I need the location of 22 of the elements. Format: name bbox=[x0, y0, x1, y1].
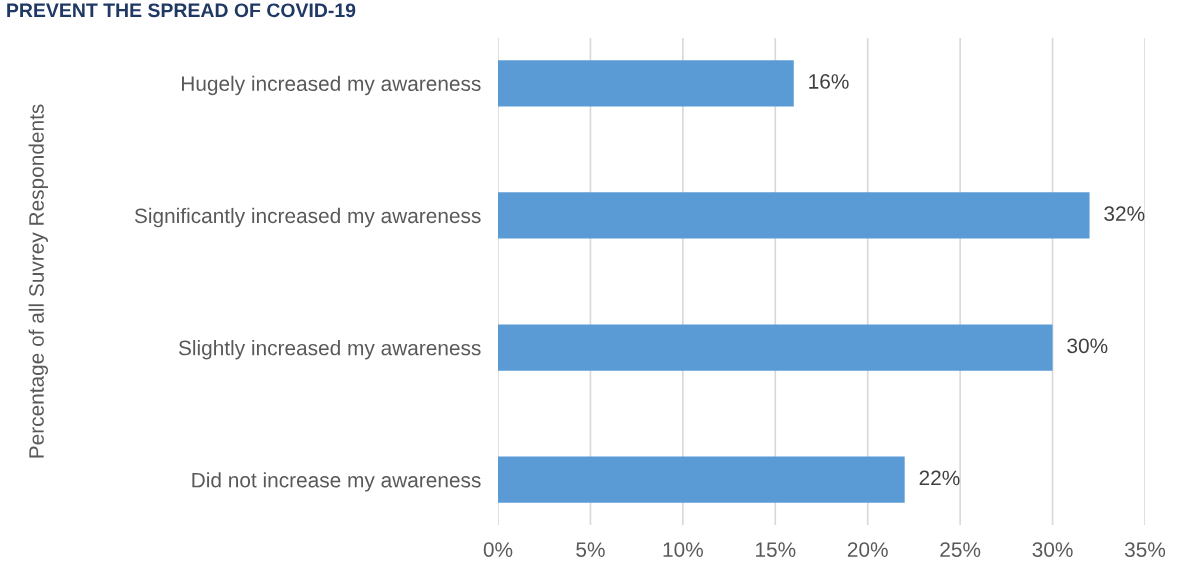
y-axis-title: Percentage of all Suvrey Respondents bbox=[28, 104, 48, 458]
x-tick-label: 15% bbox=[756, 542, 796, 557]
x-tick-label: 10% bbox=[663, 542, 703, 557]
y-tick-label: Did not increase my awareness bbox=[192, 472, 481, 492]
bar bbox=[498, 324, 1053, 371]
y-tick-label: Hugely increased my awareness bbox=[181, 75, 481, 96]
x-tick-label: 25% bbox=[940, 542, 981, 557]
x-tick-label: 5% bbox=[576, 542, 605, 557]
data-label: 30% bbox=[1067, 338, 1108, 354]
y-tick-label: Slightly increased my awareness bbox=[178, 340, 481, 360]
data-label: 22% bbox=[919, 470, 960, 486]
x-tick-label: 30% bbox=[1032, 542, 1073, 557]
x-tick-label: 20% bbox=[847, 542, 888, 557]
bar bbox=[498, 456, 905, 503]
bar bbox=[498, 192, 1090, 239]
text: PREVENT THE SPREAD OF COVID-19 bbox=[7, 3, 356, 18]
data-label: 16% bbox=[809, 74, 849, 89]
data-label: 32% bbox=[1104, 206, 1145, 222]
bar bbox=[498, 60, 794, 107]
y-tick-label: Significantly increased my awareness bbox=[134, 207, 481, 228]
x-tick-label: 0% bbox=[483, 542, 513, 557]
x-tick-label: 35% bbox=[1124, 542, 1166, 557]
